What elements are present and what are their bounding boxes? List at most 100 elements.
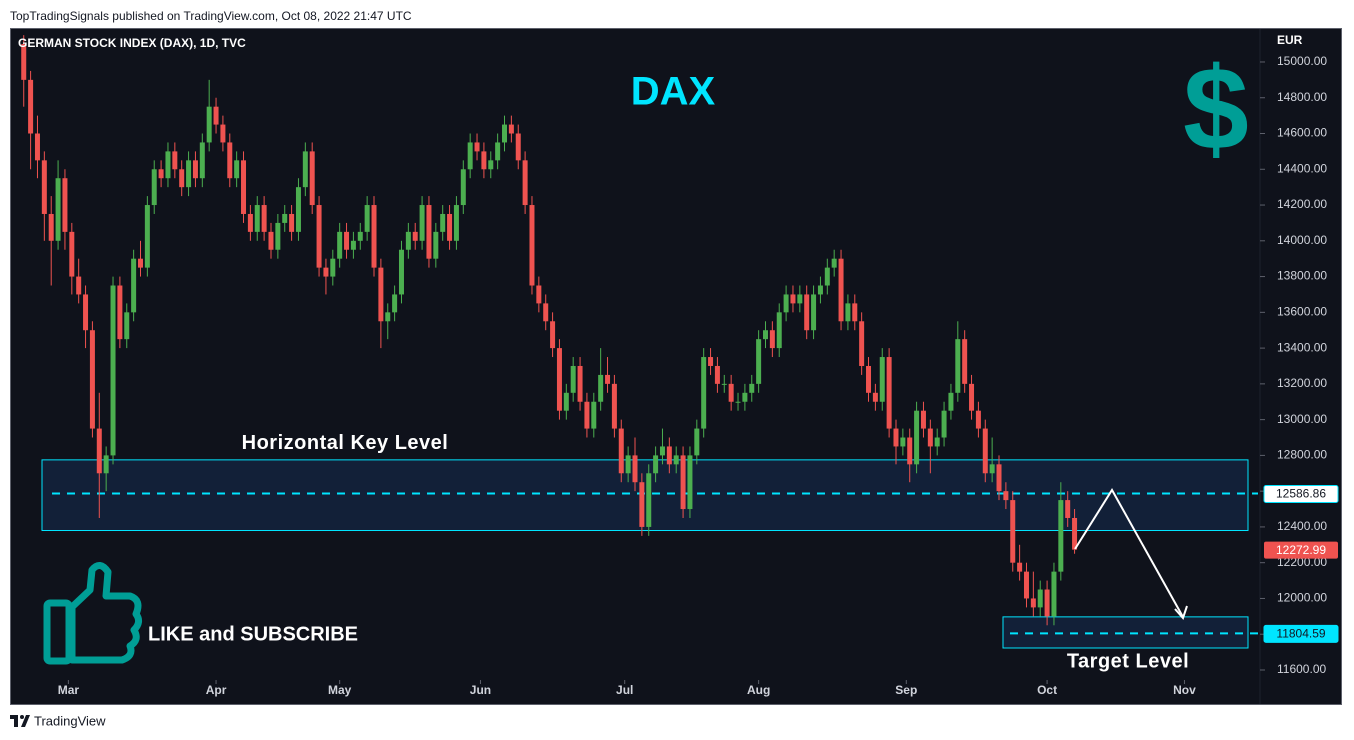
candle-body bbox=[914, 410, 920, 465]
candle-body bbox=[611, 383, 617, 429]
candle-body bbox=[48, 213, 54, 241]
last-price-label: 12272.99 bbox=[1276, 543, 1326, 557]
candle-body bbox=[378, 267, 384, 322]
y-tick-label: 12000.00 bbox=[1277, 591, 1327, 605]
x-tick-label: Aug bbox=[747, 683, 770, 697]
y-tick-label: 14400.00 bbox=[1277, 161, 1327, 175]
candle-body bbox=[618, 428, 624, 474]
candle-body bbox=[598, 374, 604, 402]
candle-body bbox=[28, 79, 34, 134]
level-price-label: 12586.86 bbox=[1276, 487, 1326, 501]
candle-body bbox=[1065, 500, 1071, 518]
candle-body bbox=[522, 160, 528, 206]
candle-body bbox=[570, 365, 576, 393]
candle-body bbox=[584, 401, 590, 429]
candle-body bbox=[879, 357, 885, 402]
candle-body bbox=[426, 205, 432, 259]
candle-body bbox=[749, 383, 755, 393]
candle-body bbox=[241, 160, 247, 214]
candle-body bbox=[165, 151, 171, 179]
candle-body bbox=[605, 374, 611, 384]
candle-body bbox=[673, 455, 679, 465]
candle-body bbox=[69, 231, 75, 277]
candle-body bbox=[186, 160, 192, 188]
candle-body bbox=[762, 330, 768, 340]
candle-body bbox=[529, 205, 535, 286]
candle-body bbox=[687, 455, 693, 510]
candle-body bbox=[110, 285, 116, 456]
candle-body bbox=[866, 365, 872, 393]
candle-body bbox=[41, 160, 47, 214]
candle-body bbox=[371, 205, 377, 268]
candle-body bbox=[721, 383, 727, 385]
candle-body bbox=[1017, 562, 1023, 572]
x-tick-label: Oct bbox=[1037, 683, 1057, 697]
candle-body bbox=[1023, 571, 1029, 599]
candle-body bbox=[481, 151, 487, 170]
candle-body bbox=[433, 231, 439, 259]
candle-body bbox=[646, 473, 652, 527]
x-tick-label: Nov bbox=[1173, 683, 1196, 697]
candle-body bbox=[289, 213, 295, 232]
call-to-action: LIKE and SUBSCRIBE bbox=[148, 623, 358, 645]
candle-body bbox=[440, 213, 446, 232]
candle-body bbox=[982, 428, 988, 474]
candle-body bbox=[666, 446, 672, 465]
candle-body bbox=[453, 205, 459, 241]
candle-body bbox=[55, 178, 61, 241]
zone-box bbox=[41, 459, 1249, 532]
candle-body bbox=[536, 285, 542, 304]
candle-body bbox=[96, 428, 102, 474]
x-tick-label: Mar bbox=[58, 683, 80, 697]
y-tick-label: 12400.00 bbox=[1277, 519, 1327, 533]
candle-body bbox=[831, 258, 837, 268]
candle-body bbox=[131, 258, 137, 313]
candle-body bbox=[790, 294, 796, 304]
y-tick-label: 15000.00 bbox=[1277, 54, 1327, 68]
candle-body bbox=[776, 312, 782, 349]
candle-body bbox=[419, 205, 425, 241]
candle-body bbox=[632, 455, 638, 483]
candle-body bbox=[989, 464, 995, 474]
candle-body bbox=[728, 383, 734, 402]
candle-body bbox=[412, 231, 418, 241]
candle-body bbox=[852, 303, 858, 322]
candle-body bbox=[680, 455, 686, 510]
candle-body bbox=[337, 231, 343, 259]
y-tick-label: 14000.00 bbox=[1277, 233, 1327, 247]
chart-title: DAX bbox=[631, 70, 716, 114]
candle-body bbox=[962, 339, 968, 384]
publish-header: TopTradingSignals published on TradingVi… bbox=[10, 9, 412, 23]
candle-body bbox=[996, 464, 1002, 492]
dollar-icon: $ bbox=[1183, 43, 1249, 175]
candle-body bbox=[1037, 589, 1043, 608]
candle-body bbox=[213, 106, 219, 125]
candle-body bbox=[934, 437, 940, 447]
candle-body bbox=[502, 124, 508, 143]
candle-body bbox=[804, 294, 810, 331]
plot-layer: 11600.0011800.0012000.0012200.0012400.00… bbox=[21, 35, 1339, 697]
level-price-box bbox=[1263, 624, 1339, 643]
logo-dot bbox=[20, 715, 24, 719]
y-tick-label: 13800.00 bbox=[1277, 269, 1327, 283]
candle-body bbox=[89, 330, 95, 429]
candle-body bbox=[975, 410, 981, 429]
x-tick-label: Apr bbox=[206, 683, 227, 697]
candle-body bbox=[1072, 517, 1078, 550]
candle-body bbox=[845, 303, 851, 322]
y-tick-label: 13200.00 bbox=[1277, 376, 1327, 390]
candle-body bbox=[117, 285, 123, 340]
candle-body bbox=[824, 267, 830, 286]
candle-body bbox=[577, 365, 583, 402]
candle-body bbox=[495, 142, 501, 161]
candle-body bbox=[811, 294, 817, 331]
candle-body bbox=[62, 178, 68, 232]
candle-body bbox=[797, 294, 803, 304]
last-price-box bbox=[1264, 541, 1338, 559]
candle-body bbox=[508, 124, 514, 134]
symbol-label: GERMAN STOCK INDEX (DAX), 1D, TVC bbox=[18, 36, 246, 50]
x-tick-label: May bbox=[328, 683, 352, 697]
candle-body bbox=[309, 151, 315, 206]
candle-body bbox=[357, 231, 363, 241]
candle-body bbox=[742, 392, 748, 402]
